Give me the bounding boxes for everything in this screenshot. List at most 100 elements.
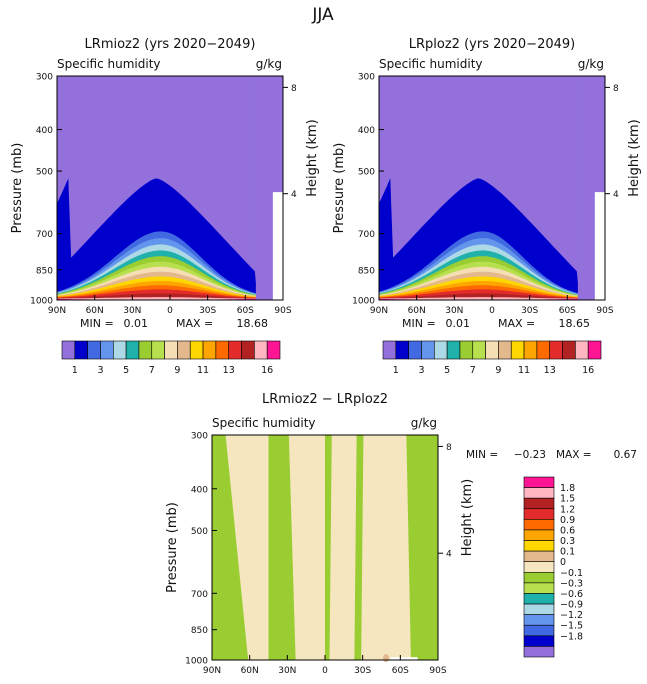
colorbar-label: 0.6 bbox=[560, 525, 575, 536]
colorbar-label: 13 bbox=[544, 365, 556, 376]
x-tick-label: 0 bbox=[322, 666, 328, 676]
colorbar-swatch bbox=[523, 614, 555, 626]
colorbar-swatch bbox=[177, 340, 191, 360]
y-tick-label: 400 bbox=[358, 126, 375, 136]
y-tick-label: 700 bbox=[191, 590, 208, 600]
negative-band-south bbox=[354, 435, 364, 660]
y2-tick-label: 4 bbox=[291, 190, 297, 200]
colorbar-label: 1.5 bbox=[560, 494, 575, 505]
colorbar-swatch bbox=[74, 340, 88, 360]
x-tick-label: 60N bbox=[86, 306, 104, 316]
colorbar-swatch bbox=[189, 340, 204, 360]
y-tick-label: 500 bbox=[36, 168, 53, 178]
y2-axis-label: Height (km) bbox=[305, 119, 320, 196]
figure-title: JJA bbox=[311, 5, 334, 25]
max-label: MAX = bbox=[176, 317, 213, 330]
colorbar-swatch bbox=[523, 476, 555, 488]
x-tick-label: 0 bbox=[489, 306, 495, 316]
colorbar-label: −1.8 bbox=[560, 631, 583, 642]
contour-fill bbox=[379, 76, 605, 300]
colorbar-swatch bbox=[151, 340, 165, 360]
missing-data bbox=[594, 192, 605, 300]
x-tick-label: 90N bbox=[203, 666, 221, 676]
colorbar-label: 13 bbox=[223, 365, 235, 376]
colorbar-swatch bbox=[446, 340, 461, 360]
y2-tick-label: 8 bbox=[446, 443, 452, 453]
colorbar-label: 7 bbox=[149, 365, 155, 376]
units-label: g/kg bbox=[256, 57, 282, 71]
colorbar-swatch bbox=[523, 508, 555, 520]
colorbar-label: −0.3 bbox=[560, 578, 583, 589]
colorbar-swatch bbox=[536, 340, 551, 360]
panel-lrmioz2: 90N 60N 30N 0 30S 60S 90S 300 400 500 700 850 1000 8 4… bbox=[10, 37, 320, 376]
x-tick-label: 60S bbox=[559, 306, 576, 316]
y-tick-label: 850 bbox=[358, 266, 375, 276]
colorbar-swatch bbox=[523, 519, 555, 531]
x-tick-label: 90S bbox=[274, 306, 291, 316]
colorbar-swatch bbox=[112, 340, 127, 360]
x-tick-label: 30S bbox=[354, 666, 371, 676]
y-tick-label: 850 bbox=[191, 626, 208, 636]
contour-fill bbox=[212, 435, 438, 663]
negative-band-midlat bbox=[268, 435, 296, 660]
colorbar-label: 11 bbox=[197, 365, 209, 376]
colorbar-swatch bbox=[523, 529, 555, 541]
colorbar-label: 9 bbox=[174, 365, 180, 376]
colorbar-label: 0.3 bbox=[560, 536, 575, 547]
colorbar-swatch bbox=[523, 582, 555, 594]
colorbar-swatch bbox=[523, 646, 555, 658]
x-tick-label: 90S bbox=[429, 666, 446, 676]
y-tick-label: 1000 bbox=[30, 297, 53, 307]
colorbar-swatch bbox=[485, 340, 499, 360]
colorbar-label: 5 bbox=[123, 365, 129, 376]
colorbar-swatch bbox=[382, 340, 397, 360]
colorbar-swatch bbox=[125, 340, 140, 360]
colorbar-label: −1.2 bbox=[560, 610, 583, 621]
colorbar-label: 3 bbox=[418, 365, 424, 376]
colorbar-label: 3 bbox=[97, 365, 103, 376]
max-value: 18.65 bbox=[559, 317, 591, 330]
colorbar-label: 0.9 bbox=[560, 515, 575, 526]
y2-tick-label: 8 bbox=[291, 84, 297, 94]
x-tick-label: 60N bbox=[408, 306, 426, 316]
colorbar-label: 7 bbox=[470, 365, 476, 376]
colorbar-label: 16 bbox=[261, 365, 273, 376]
min-value: 0.01 bbox=[124, 317, 149, 330]
colorbar-swatch bbox=[575, 340, 589, 360]
y-tick-label: 300 bbox=[191, 432, 208, 442]
x-tick-label: 30N bbox=[278, 666, 296, 676]
x-tick-label: 90S bbox=[596, 306, 613, 316]
panel-subtitle: Specific humidity bbox=[212, 416, 316, 430]
x-tick-label: 90N bbox=[48, 306, 66, 316]
x-tick-label: 30N bbox=[445, 306, 463, 316]
panel-lrploz2: 90N 60N 30N 0 30S 60S 90S 300 400 500 700 850 1000 8 4… bbox=[332, 37, 642, 376]
units-label: g/kg bbox=[411, 416, 437, 430]
x-tick-label: 30S bbox=[199, 306, 216, 316]
colorbar-swatch bbox=[523, 571, 555, 584]
y-tick-label: 700 bbox=[358, 230, 375, 240]
y-axis-label: Pressure (mb) bbox=[10, 143, 25, 234]
colorbar-swatch bbox=[523, 635, 555, 647]
colorbar-label: 5 bbox=[444, 365, 450, 376]
y-tick-label: 500 bbox=[191, 527, 208, 537]
min-label: MIN = bbox=[466, 449, 498, 461]
y2-tick-label: 8 bbox=[613, 84, 619, 94]
colorbar-swatch bbox=[421, 340, 435, 360]
colorbar-swatch bbox=[510, 340, 525, 360]
colorbar-swatch bbox=[202, 340, 217, 360]
panel-subtitle: Specific humidity bbox=[57, 57, 161, 71]
y-tick-label: 850 bbox=[36, 266, 53, 276]
y-tick-label: 700 bbox=[36, 230, 53, 240]
min-label: MIN = bbox=[402, 317, 436, 330]
colorbar-swatch bbox=[523, 497, 555, 510]
y-tick-label: 400 bbox=[36, 126, 53, 136]
negative-band-tropics bbox=[325, 435, 332, 660]
colorbar-swatch bbox=[523, 624, 555, 637]
y2-tick-label: 4 bbox=[446, 550, 452, 560]
max-label: MAX = bbox=[556, 449, 592, 461]
negative-band-polar bbox=[406, 435, 438, 660]
colorbar-swatch bbox=[523, 540, 555, 552]
panel-title: LRmioz2 (yrs 2020−2049) bbox=[85, 37, 256, 52]
colorbar-label: 9 bbox=[495, 365, 501, 376]
